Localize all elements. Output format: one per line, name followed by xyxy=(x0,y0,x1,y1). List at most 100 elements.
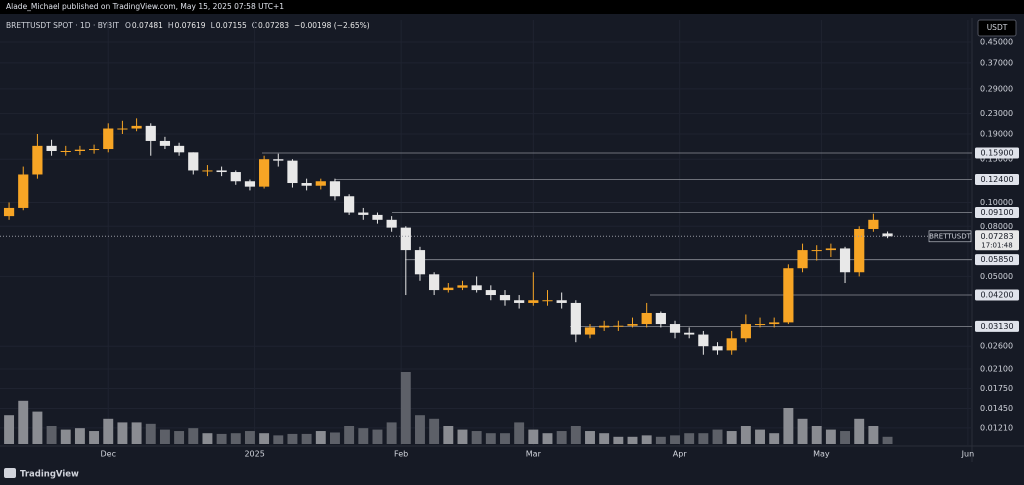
candle-body xyxy=(514,300,525,303)
volume-bar xyxy=(117,422,128,444)
candle-body xyxy=(740,324,751,339)
volume-bar xyxy=(670,435,680,444)
candle-body xyxy=(854,228,865,273)
candle-body xyxy=(684,332,695,335)
volume-bar xyxy=(641,435,652,444)
volume-bar xyxy=(556,431,567,444)
y-tick-label: 0.01210 xyxy=(980,423,1013,432)
volume-bar xyxy=(415,415,425,444)
volume-bar xyxy=(400,372,411,444)
candle-body xyxy=(627,324,638,326)
candle-body xyxy=(443,287,454,291)
candle-body xyxy=(344,196,355,213)
volume-bar xyxy=(528,429,539,444)
candle-body xyxy=(868,219,879,229)
candle-body xyxy=(315,181,326,186)
x-tick-label: May xyxy=(813,450,830,459)
candle-body xyxy=(88,149,100,151)
volume-bar xyxy=(145,423,156,444)
candle-body xyxy=(117,128,128,130)
candle-body xyxy=(131,125,142,129)
volume-bar xyxy=(244,431,255,444)
candle-body xyxy=(542,300,553,302)
candle-body xyxy=(528,300,539,303)
volume-bar xyxy=(570,426,581,444)
volume-bar xyxy=(429,418,440,444)
candle-body xyxy=(372,214,383,220)
volume-bar xyxy=(188,428,199,444)
currency[interactable]: USDT xyxy=(987,23,1008,32)
candle-body xyxy=(301,183,312,186)
level-label: 0.12400 xyxy=(980,175,1013,184)
y-tick-label: 0.23000 xyxy=(980,109,1013,118)
candle-body xyxy=(769,322,780,325)
candle-body xyxy=(159,140,171,146)
volume-bar xyxy=(202,433,213,444)
volume-bar xyxy=(698,433,709,444)
candle-body xyxy=(754,324,766,326)
volume-bar xyxy=(74,428,85,444)
volume-bar xyxy=(500,433,510,444)
candle-body xyxy=(825,248,836,251)
level-label: 0.04200 xyxy=(980,291,1013,300)
x-tick-label: Mar xyxy=(526,450,542,459)
candle-body xyxy=(202,170,213,172)
currency-button[interactable] xyxy=(977,19,1017,37)
volume-bar xyxy=(585,431,595,444)
volume-bar xyxy=(216,433,227,444)
candle-body xyxy=(726,338,737,351)
candle-body xyxy=(32,145,43,175)
candle-body xyxy=(386,219,397,228)
candle-body xyxy=(599,325,610,328)
candle-body xyxy=(570,302,581,335)
candle-body xyxy=(698,334,709,347)
volume-bar xyxy=(103,418,114,444)
candle-body xyxy=(783,268,794,323)
candle-body xyxy=(60,150,71,152)
legend-change: −0.00198 (−2.65%) xyxy=(294,21,370,30)
volume-bar xyxy=(315,431,326,444)
volume-bar xyxy=(825,429,836,444)
volume-bar xyxy=(811,426,822,444)
countdown: 17:01:48 xyxy=(981,241,1012,249)
volume-bar xyxy=(329,432,340,444)
volume-bar xyxy=(32,411,43,444)
volume-bar xyxy=(372,429,383,444)
symbol-tag: BRETTUSDT xyxy=(929,232,971,240)
volume-bar xyxy=(755,429,765,444)
candle-body xyxy=(287,160,298,184)
volume-bar xyxy=(613,436,624,444)
y-tick-label: 0.01750 xyxy=(980,384,1013,393)
candle-body xyxy=(259,159,270,187)
candle-body xyxy=(358,212,369,215)
volume-bar xyxy=(174,431,185,444)
volume-bar xyxy=(60,429,71,444)
legend-value: 0.07481 xyxy=(132,21,163,30)
candle-body xyxy=(173,145,185,153)
candle-body xyxy=(669,324,681,333)
candle-body xyxy=(103,128,114,150)
x-tick-label: 2025 xyxy=(244,450,264,459)
y-tick-label: 0.02600 xyxy=(980,342,1013,351)
x-tick-label: Apr xyxy=(673,450,688,459)
level-label: 0.15900 xyxy=(980,148,1013,157)
volume-bar xyxy=(599,433,610,444)
volume-bar xyxy=(457,429,468,444)
volume-bar xyxy=(4,415,15,444)
candle-body xyxy=(230,172,241,182)
volume-bar xyxy=(854,418,865,444)
volume-bar xyxy=(358,428,369,444)
level-label-box xyxy=(975,320,1019,332)
volume-bar xyxy=(89,431,100,444)
price-tag-box xyxy=(975,230,1019,251)
level-label: 0.09100 xyxy=(980,208,1013,217)
publisher: Alade_Michael published on TradingView.c… xyxy=(6,2,284,11)
candle-body xyxy=(485,290,496,296)
legend-key: H xyxy=(168,21,174,30)
candle-body xyxy=(655,312,666,325)
candle-body xyxy=(811,250,822,252)
volume-bar xyxy=(712,429,723,444)
volume-bar xyxy=(655,436,666,444)
volume-bar xyxy=(471,431,482,444)
